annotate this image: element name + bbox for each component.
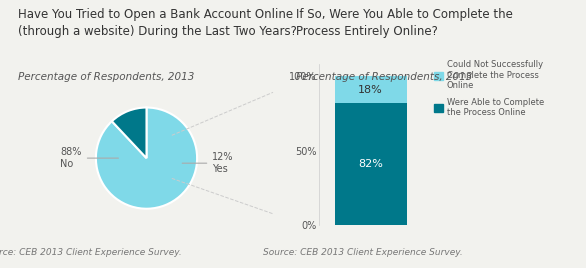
Legend: Could Not Successfully
Complete the Process
Online, Were Able to Complete
the Pr: Could Not Successfully Complete the Proc…	[434, 61, 544, 117]
Text: Percentage of Respondents, 2013: Percentage of Respondents, 2013	[296, 72, 472, 82]
Text: 18%: 18%	[358, 85, 383, 95]
Text: If So, Were You Able to Complete the
Process Entirely Online?: If So, Were You Able to Complete the Pro…	[296, 8, 513, 38]
Text: Source: CEB 2013 Client Experience Survey.: Source: CEB 2013 Client Experience Surve…	[264, 248, 463, 257]
Text: Percentage of Respondents, 2013: Percentage of Respondents, 2013	[18, 72, 194, 82]
Text: Source: CEB 2013 Client Experience Survey.: Source: CEB 2013 Client Experience Surve…	[0, 248, 182, 257]
Text: Have You Tried to Open a Bank Account Online
(through a website) During the Last: Have You Tried to Open a Bank Account On…	[18, 8, 297, 38]
Text: 12%
Yes: 12% Yes	[182, 152, 234, 174]
Bar	[335, 103, 407, 225]
Wedge shape	[112, 107, 146, 158]
Text: 82%: 82%	[358, 159, 383, 169]
Bar	[335, 76, 407, 103]
Wedge shape	[96, 107, 197, 209]
Text: 88%
No: 88% No	[60, 147, 118, 169]
